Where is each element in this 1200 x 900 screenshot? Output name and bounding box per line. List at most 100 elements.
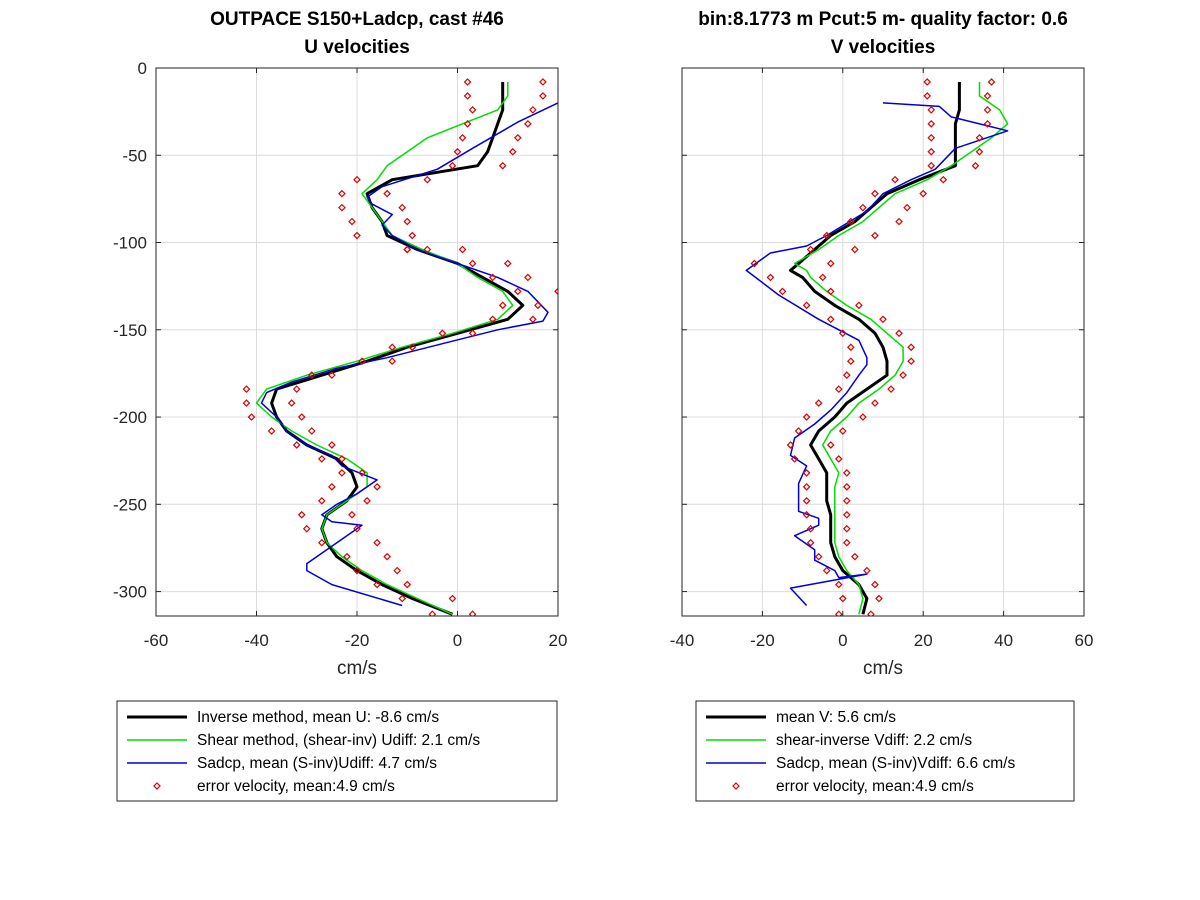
u-velocity-panel: -60 -40 -20 0 200-50-100-150-200-250-300cm/s…	[113, 9, 567, 802]
error-velocity-point	[302, 524, 311, 533]
error-velocity-point	[554, 287, 558, 296]
y-tick-label: -250	[113, 495, 147, 514]
error-velocity-point	[834, 455, 843, 463]
error-velocity-point	[826, 315, 835, 324]
x-axis-label: cm/s	[337, 658, 377, 679]
y-tick-label: -300	[113, 583, 147, 602]
error-velocity-point	[859, 413, 867, 421]
error-velocity-point	[373, 538, 381, 547]
error-velocity-point	[806, 245, 815, 254]
error-velocity-point	[534, 301, 542, 310]
legend-entry: Sadcp, mean (S-inv)Vdiff: 6.6 cm/s	[776, 755, 1015, 772]
error-velocity-point	[846, 357, 855, 366]
error-velocity-point	[529, 315, 537, 324]
error-velocity-point	[927, 147, 936, 156]
axes-box	[681, 67, 1085, 617]
error-velocity-point	[363, 496, 371, 505]
x-tick-label: -60	[144, 631, 169, 650]
error-velocity-point	[423, 175, 432, 184]
error-velocity-point	[927, 133, 936, 142]
y-tick-label: -50	[122, 146, 147, 165]
error-velocity-point	[846, 217, 855, 226]
error-velocity-point	[468, 610, 477, 616]
error-velocity-point	[539, 78, 547, 86]
error-velocity-point	[879, 315, 887, 324]
error-velocity-point	[307, 427, 316, 435]
error-velocity-point	[353, 231, 361, 240]
y-tick-label: -150	[113, 321, 147, 340]
legend-entry: Sadcp, mean (S-inv)Udiff: 4.7 cm/s	[197, 755, 437, 772]
error-velocity-point	[328, 441, 336, 449]
x-tick-label: 20	[914, 631, 933, 650]
error-velocity-point	[353, 175, 361, 184]
error-velocity-point	[513, 133, 522, 142]
legend-entry: Shear method, (shear-inv) Udiff: 2.1 cm/…	[197, 732, 480, 749]
error-velocity-point	[891, 175, 899, 184]
error-velocity-point	[975, 133, 984, 142]
error-velocity-point	[428, 610, 437, 616]
error-velocity-point	[488, 273, 497, 282]
error-velocity-point	[408, 343, 417, 352]
error-velocity-point	[802, 483, 811, 491]
error-velocity-point	[398, 203, 407, 212]
error-velocity-point	[903, 203, 911, 212]
error-velocity-point	[867, 610, 875, 616]
legend: Inverse method, mean U: -8.6 cm/s Shear m…	[116, 700, 558, 802]
v-velocity-panel: -40 -20 0 20 40 60 cm/s bin:8.1773 m Pcut:5 m- …	[670, 9, 1093, 802]
error-velocity-point	[524, 273, 532, 282]
error-velocity-point	[307, 371, 316, 380]
error-velocity-point	[242, 399, 251, 407]
legend-entry: error velocity, mean:4.9 cm/s	[776, 778, 974, 795]
y-tick-label: 0	[138, 59, 147, 78]
error-velocity-point	[373, 483, 381, 491]
x-tick-label: 0	[838, 631, 847, 650]
chart-title: bin:8.1773 m Pcut:5 m- quality factor: 0…	[698, 9, 1068, 30]
error-velocity-point	[317, 538, 326, 547]
error-velocity-point	[907, 343, 915, 352]
legend: mean V: 5.6 cm/s shear-inverse Vdiff: 2.2…	[695, 700, 1075, 802]
error-velocity-point	[448, 594, 457, 603]
error-velocity-point	[297, 510, 306, 519]
error-velocity-point	[338, 455, 346, 463]
error-velocity-point	[806, 524, 815, 533]
error-velocity-point	[766, 273, 775, 282]
error-velocity-point	[358, 469, 366, 477]
error-velocity-point	[408, 231, 417, 240]
error-velocity-point	[826, 287, 835, 296]
error-velocity-point	[871, 231, 879, 240]
error-velocity-point	[353, 566, 361, 575]
x-tick-label: 40	[994, 631, 1013, 650]
error-velocity-point	[348, 217, 356, 226]
y-tick-label: -100	[113, 234, 147, 253]
error-velocity-point	[463, 119, 472, 128]
data-layer	[242, 78, 558, 616]
inverse-method-line	[789, 82, 961, 615]
error-velocity-point	[292, 441, 301, 449]
error-velocity-point	[806, 538, 815, 547]
chart-subtitle: U velocities	[304, 37, 410, 58]
error-velocity-point	[388, 357, 397, 366]
error-velocity-point	[398, 594, 407, 603]
error-velocity-point	[468, 259, 477, 268]
error-velocity-point	[317, 455, 326, 463]
error-velocity-point	[328, 483, 336, 491]
error-velocity-point	[842, 496, 851, 505]
error-velocity-point	[403, 217, 412, 226]
x-tick-label: -40	[670, 631, 695, 650]
error-velocity-point	[403, 580, 412, 589]
error-velocity-point	[834, 610, 843, 616]
error-velocity-point	[317, 496, 326, 505]
error-velocity-point	[923, 92, 932, 100]
error-velocity-point	[802, 496, 811, 505]
error-velocity-point	[338, 189, 346, 198]
error-velocity-point	[842, 371, 851, 380]
error-velocity-point	[468, 329, 477, 338]
legend-marker	[732, 782, 740, 790]
error-velocity-point	[353, 524, 361, 533]
error-velocity-point	[458, 133, 467, 142]
error-velocity-point	[983, 106, 992, 114]
error-velocity-point	[488, 315, 497, 324]
error-velocity-point	[971, 161, 980, 170]
legend-entry: mean V: 5.6 cm/s	[776, 709, 896, 726]
error-velocity-point	[802, 469, 811, 477]
